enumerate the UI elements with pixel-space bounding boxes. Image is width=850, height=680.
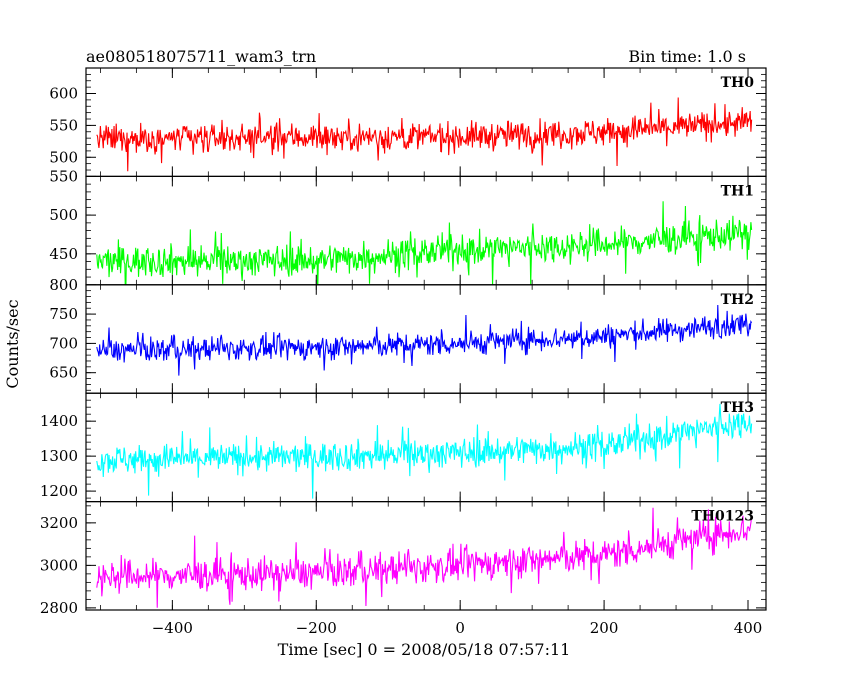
panel-th3: 1200 1300 1400 TH3 [40, 392, 767, 503]
y-tick-label: 500 [49, 206, 78, 224]
panel-th0123: 2800 3000 3200 TH0123 [40, 501, 767, 617]
panel-label: TH3 [721, 400, 754, 416]
y-tick-label: 750 [49, 305, 78, 323]
y-tick-label: 700 [49, 334, 78, 352]
panel-label: TH2 [721, 292, 754, 308]
y-tick-label: 1400 [40, 412, 78, 430]
panel-label: TH1 [721, 183, 754, 199]
x-tick-label: −400 [152, 619, 193, 637]
panel-th2: 650 700 750 800 TH2 [49, 276, 767, 394]
y-tick-label: 1200 [40, 482, 78, 500]
x-tick-label: 200 [590, 619, 619, 637]
series-line-th0 [96, 97, 753, 172]
x-tick-label: 400 [734, 619, 763, 637]
panel-th0: 500 550 600 TH0 [49, 67, 767, 178]
series-line-th1 [96, 201, 753, 285]
y-tick-label: 550 [49, 116, 78, 134]
y-tick-label: 3200 [40, 514, 78, 532]
series-line-th2 [96, 305, 753, 376]
x-tick-label: −200 [296, 619, 337, 637]
series-line-th3 [96, 403, 753, 499]
y-axis-label: Counts/sec [3, 299, 22, 388]
y-tick-label: 450 [49, 245, 78, 263]
series-line-th0123 [96, 507, 753, 608]
panel-frame [85, 67, 767, 178]
y-tick-label: 800 [49, 276, 78, 294]
panel-label: TH0123 [691, 509, 754, 525]
y-tick-label: 1300 [40, 447, 78, 465]
bin-time-label: Bin time: 1.0 s [628, 47, 746, 66]
panel-frame [85, 501, 767, 611]
y-tick-label: 550 [49, 167, 78, 185]
chart-title: ae080518075711_wam3_trn [86, 47, 316, 66]
y-tick-label: 3000 [40, 556, 78, 574]
y-tick-label: 2800 [40, 599, 78, 617]
y-tick-label: 650 [49, 364, 78, 382]
x-tick-label: 0 [455, 619, 465, 637]
x-axis-label: Time [sec] 0 = 2008/05/18 07:57:11 [278, 640, 571, 659]
x-axis: −400 −200 0 200 400 [152, 619, 763, 637]
y-tick-label: 600 [49, 85, 78, 103]
panel-label: TH0 [721, 75, 755, 91]
y-tick-label: 500 [49, 148, 78, 166]
panels: 500550600TH0450500550TH1650700750800TH21… [40, 67, 767, 617]
